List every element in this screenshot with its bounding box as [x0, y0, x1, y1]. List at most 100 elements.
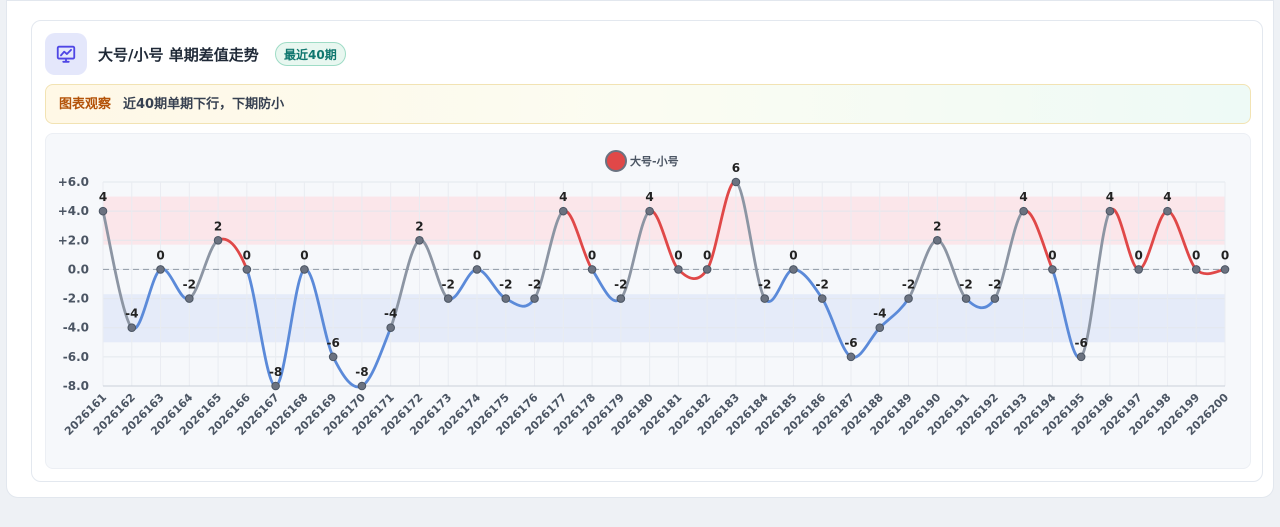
- data-label: 4: [559, 190, 567, 204]
- data-label: -2: [959, 278, 972, 292]
- data-label: -6: [1074, 336, 1087, 350]
- observation-banner: 图表观察 近40期单期下行，下期防小: [45, 84, 1251, 124]
- data-point: [1134, 265, 1143, 274]
- data-point: [875, 323, 885, 333]
- observation-text: 近40期单期下行，下期防小: [123, 97, 285, 112]
- data-label: 0: [703, 248, 711, 262]
- data-point: [674, 265, 683, 274]
- period-badge: 最近40期: [275, 42, 346, 66]
- data-label: 0: [300, 248, 308, 262]
- data-label: 0: [243, 248, 251, 262]
- y-tick-label: -8.0: [63, 379, 89, 393]
- data-label: 2: [933, 219, 941, 233]
- data-point: [357, 381, 367, 391]
- data-label: -6: [326, 336, 339, 350]
- legend-label: 大号-小号: [630, 154, 679, 168]
- data-label: 0: [1135, 248, 1143, 262]
- data-point: [1048, 265, 1057, 274]
- data-label: -4: [384, 307, 397, 321]
- data-label: 4: [99, 190, 107, 204]
- observation-label: 图表观察: [59, 97, 112, 112]
- data-label: 0: [674, 248, 682, 262]
- data-point: [616, 294, 626, 303]
- series-segment: [619, 209, 652, 300]
- data-label: 4: [1163, 190, 1171, 204]
- data-point: [1076, 352, 1086, 362]
- data-label: -2: [816, 278, 829, 292]
- data-point: [817, 294, 827, 303]
- data-point: [501, 294, 511, 303]
- series-segment: [533, 209, 565, 300]
- data-point: [127, 323, 137, 333]
- data-point: [443, 294, 453, 303]
- data-label: 2: [415, 219, 423, 233]
- y-tick-label: -6.0: [63, 350, 89, 364]
- data-point: [559, 206, 568, 216]
- data-point: [587, 265, 597, 274]
- series-segment: [734, 180, 767, 300]
- data-point: [645, 206, 654, 216]
- data-label: -4: [125, 307, 138, 321]
- y-tick-label: +4.0: [58, 204, 89, 218]
- page-panel: 大号/小号 单期差值走势 最近40期 图表观察 近40期单期下行，下期防小 +6…: [6, 0, 1274, 498]
- y-tick-label: -4.0: [63, 321, 89, 335]
- y-tick-label: +6.0: [58, 175, 89, 189]
- trend-chart-icon: [45, 33, 87, 75]
- data-label: -2: [442, 278, 455, 292]
- data-label: -2: [614, 278, 627, 292]
- data-point: [702, 265, 712, 274]
- series-segment: [274, 268, 306, 388]
- data-label: 0: [1192, 248, 1200, 262]
- data-label: 0: [789, 248, 797, 262]
- band-low: [103, 294, 1225, 343]
- data-point: [415, 235, 424, 245]
- data-label: -2: [902, 278, 915, 292]
- series-segment: [1079, 209, 1112, 359]
- data-point: [98, 206, 108, 216]
- data-label: 0: [588, 248, 596, 262]
- data-point: [1163, 206, 1172, 216]
- data-point: [1191, 265, 1201, 274]
- y-tick-label: 0.0: [68, 262, 89, 276]
- data-label: -6: [844, 336, 857, 350]
- data-label: 6: [732, 161, 740, 175]
- chart-card: 大号/小号 单期差值走势 最近40期 图表观察 近40期单期下行，下期防小 +6…: [31, 20, 1263, 482]
- data-label: -8: [355, 365, 368, 379]
- data-point: [213, 235, 223, 245]
- data-point: [731, 177, 741, 187]
- y-tick-label: -2.0: [63, 292, 89, 306]
- data-point: [846, 352, 856, 362]
- data-point: [472, 265, 482, 274]
- data-point: [271, 381, 280, 391]
- data-label: -4: [873, 307, 886, 321]
- data-label: -2: [183, 278, 196, 292]
- data-label: 4: [1106, 190, 1114, 204]
- series-segment: [245, 268, 278, 388]
- y-tick-label: +2.0: [58, 233, 89, 247]
- data-label: 4: [1019, 190, 1027, 204]
- data-point: [530, 294, 539, 303]
- data-label: 0: [1221, 248, 1229, 262]
- data-point: [1220, 265, 1230, 274]
- series-segment: [993, 209, 1026, 300]
- data-label: -2: [528, 278, 541, 292]
- data-label: 4: [645, 190, 653, 204]
- legend-marker: [605, 150, 627, 172]
- data-point: [789, 265, 798, 274]
- data-point: [904, 294, 913, 303]
- series-segment: [676, 268, 709, 280]
- data-point: [328, 352, 338, 362]
- data-point: [1019, 206, 1028, 216]
- data-point: [185, 294, 194, 303]
- series-segment: [1194, 268, 1227, 276]
- data-label: -2: [758, 278, 771, 292]
- chart-title: 大号/小号 单期差值走势: [98, 46, 259, 64]
- chart-area: +6.0 +4.0 +2.0 0.0 -2.0 -4.0 -6.0 -8.0 2026161 20…: [45, 133, 1251, 469]
- data-label: -2: [499, 278, 512, 292]
- data-point: [156, 265, 165, 274]
- data-label: 0: [473, 248, 481, 262]
- series-segment: [101, 209, 134, 330]
- data-point: [242, 265, 252, 274]
- data-point: [760, 294, 769, 303]
- data-point: [990, 294, 1000, 303]
